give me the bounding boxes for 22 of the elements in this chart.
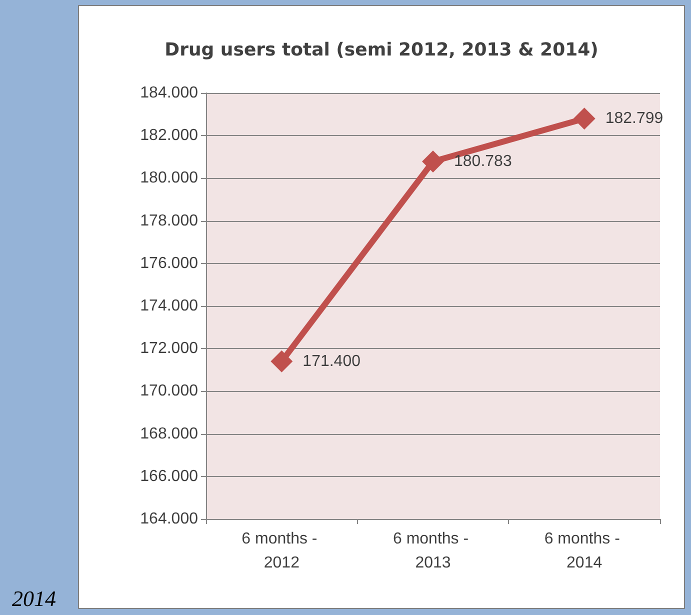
y-tick-label: 176.000 [140, 254, 198, 272]
point [270, 350, 293, 372]
y-tick-label: 172.000 [140, 340, 198, 358]
y-tick-label: 184.000 [140, 84, 198, 102]
point [573, 108, 596, 130]
point [422, 150, 444, 173]
y-tick-label: 180.000 [140, 170, 198, 187]
data-label: 182.799 [605, 110, 664, 128]
y-tick-label: 182.000 [140, 127, 198, 144]
y-tick-label: 174.000 [140, 298, 198, 314]
x-tick-label: 6 months - 2013 [392, 530, 474, 572]
y-tick-label: 178.000 [140, 212, 198, 230]
y-tick-label: 168.000 [140, 425, 198, 442]
x-tick-label: 6 months - 2014 [544, 530, 624, 572]
chart-title: Drug users total (semi 2012, 2013 & 2014) [164, 40, 598, 60]
y-tick-label: 164.000 [140, 510, 198, 528]
data-label: 171.400 [302, 352, 361, 370]
x-tick-label: 6 months - 2012 [242, 530, 322, 572]
y-tick-label: 170.000 [140, 382, 198, 400]
text: 2014 [12, 586, 56, 612]
y-tick-label: 166.000 [140, 468, 198, 485]
data-label: 180.783 [454, 153, 512, 170]
